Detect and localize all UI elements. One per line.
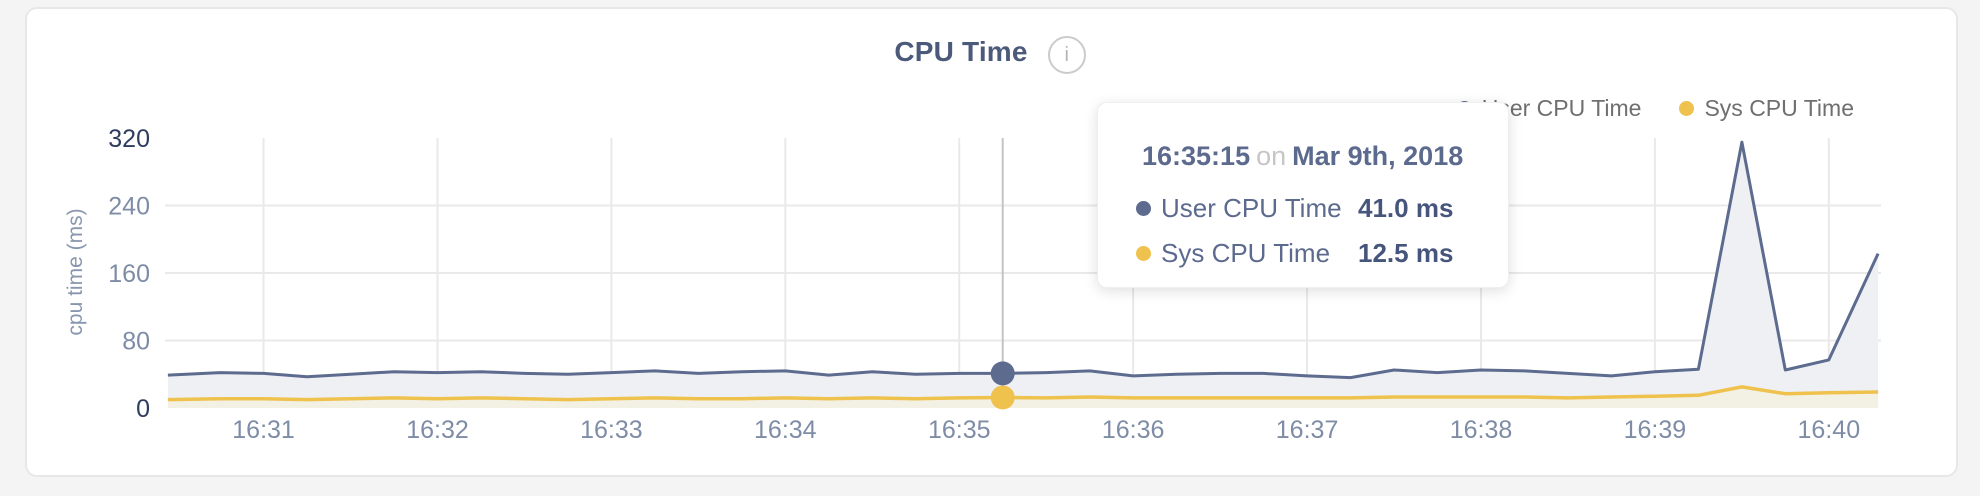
area-user-cpu-time <box>167 142 1879 408</box>
area-sys-cpu-time <box>167 386 1879 408</box>
y-tick-label: 0 <box>136 395 150 423</box>
tooltip-value-sys: 12.5 ms <box>1358 238 1454 268</box>
y-tick-label: 160 <box>108 260 150 288</box>
tooltip-dot-user <box>1136 201 1151 216</box>
chart-header: CPU Time i <box>0 30 1980 74</box>
hover-marker-user-cpu-time <box>990 361 1015 386</box>
tooltip-label-sys: Sys CPU Time <box>1161 238 1331 268</box>
y-tick-label: 80 <box>122 328 150 356</box>
tooltip-row-user: User CPU Time 41.0 ms <box>1136 186 1508 231</box>
tooltip-label-user: User CPU Time <box>1161 193 1342 223</box>
x-tick-label: 16:40 <box>1798 416 1861 444</box>
legend-dot-sys <box>1679 101 1695 116</box>
line-user-cpu-time <box>167 140 1880 380</box>
y-tick-label: 240 <box>108 193 150 221</box>
tooltip-date: Mar 9th, 2018 <box>1292 141 1464 171</box>
hover-marker-sys-cpu-time <box>990 385 1015 410</box>
chart-title: CPU Time <box>894 36 1028 67</box>
x-tick-label: 16:34 <box>754 416 817 444</box>
tooltip-dot-sys <box>1136 246 1151 261</box>
x-tick-label: 16:31 <box>232 416 295 444</box>
tooltip-connector: on <box>1256 141 1287 171</box>
y-tick-label: 320 <box>108 125 150 153</box>
y-axis-title: cpu time (ms) <box>64 208 87 336</box>
legend: User CPU Time Sys CPU Time <box>1456 95 1854 122</box>
chart-tooltip: 16:35:15 on Mar 9th, 2018 User CPU Time 41… <box>1097 102 1509 288</box>
legend-item-sys-cpu-time[interactable]: Sys CPU Time <box>1679 95 1854 122</box>
tooltip-value-user: 41.0 ms <box>1358 193 1454 223</box>
line-sys-cpu-time <box>167 385 1879 402</box>
x-tick-label: 16:37 <box>1276 416 1339 444</box>
x-tick-label: 16:33 <box>580 416 643 444</box>
x-tick-label: 16:32 <box>406 416 469 444</box>
x-tick-label: 16:36 <box>1102 416 1165 444</box>
info-icon[interactable]: i <box>1047 36 1086 74</box>
x-tick-label: 16:38 <box>1450 416 1513 444</box>
tooltip-time: 16:35:15 <box>1142 141 1251 171</box>
legend-label-sys: Sys CPU Time <box>1704 95 1854 121</box>
x-tick-label: 16:35 <box>928 416 991 444</box>
tooltip-row-sys: Sys CPU Time 12.5 ms <box>1136 231 1508 276</box>
x-tick-label: 16:39 <box>1624 416 1687 444</box>
tooltip-header: 16:35:15 on Mar 9th, 2018 <box>1142 141 1508 172</box>
